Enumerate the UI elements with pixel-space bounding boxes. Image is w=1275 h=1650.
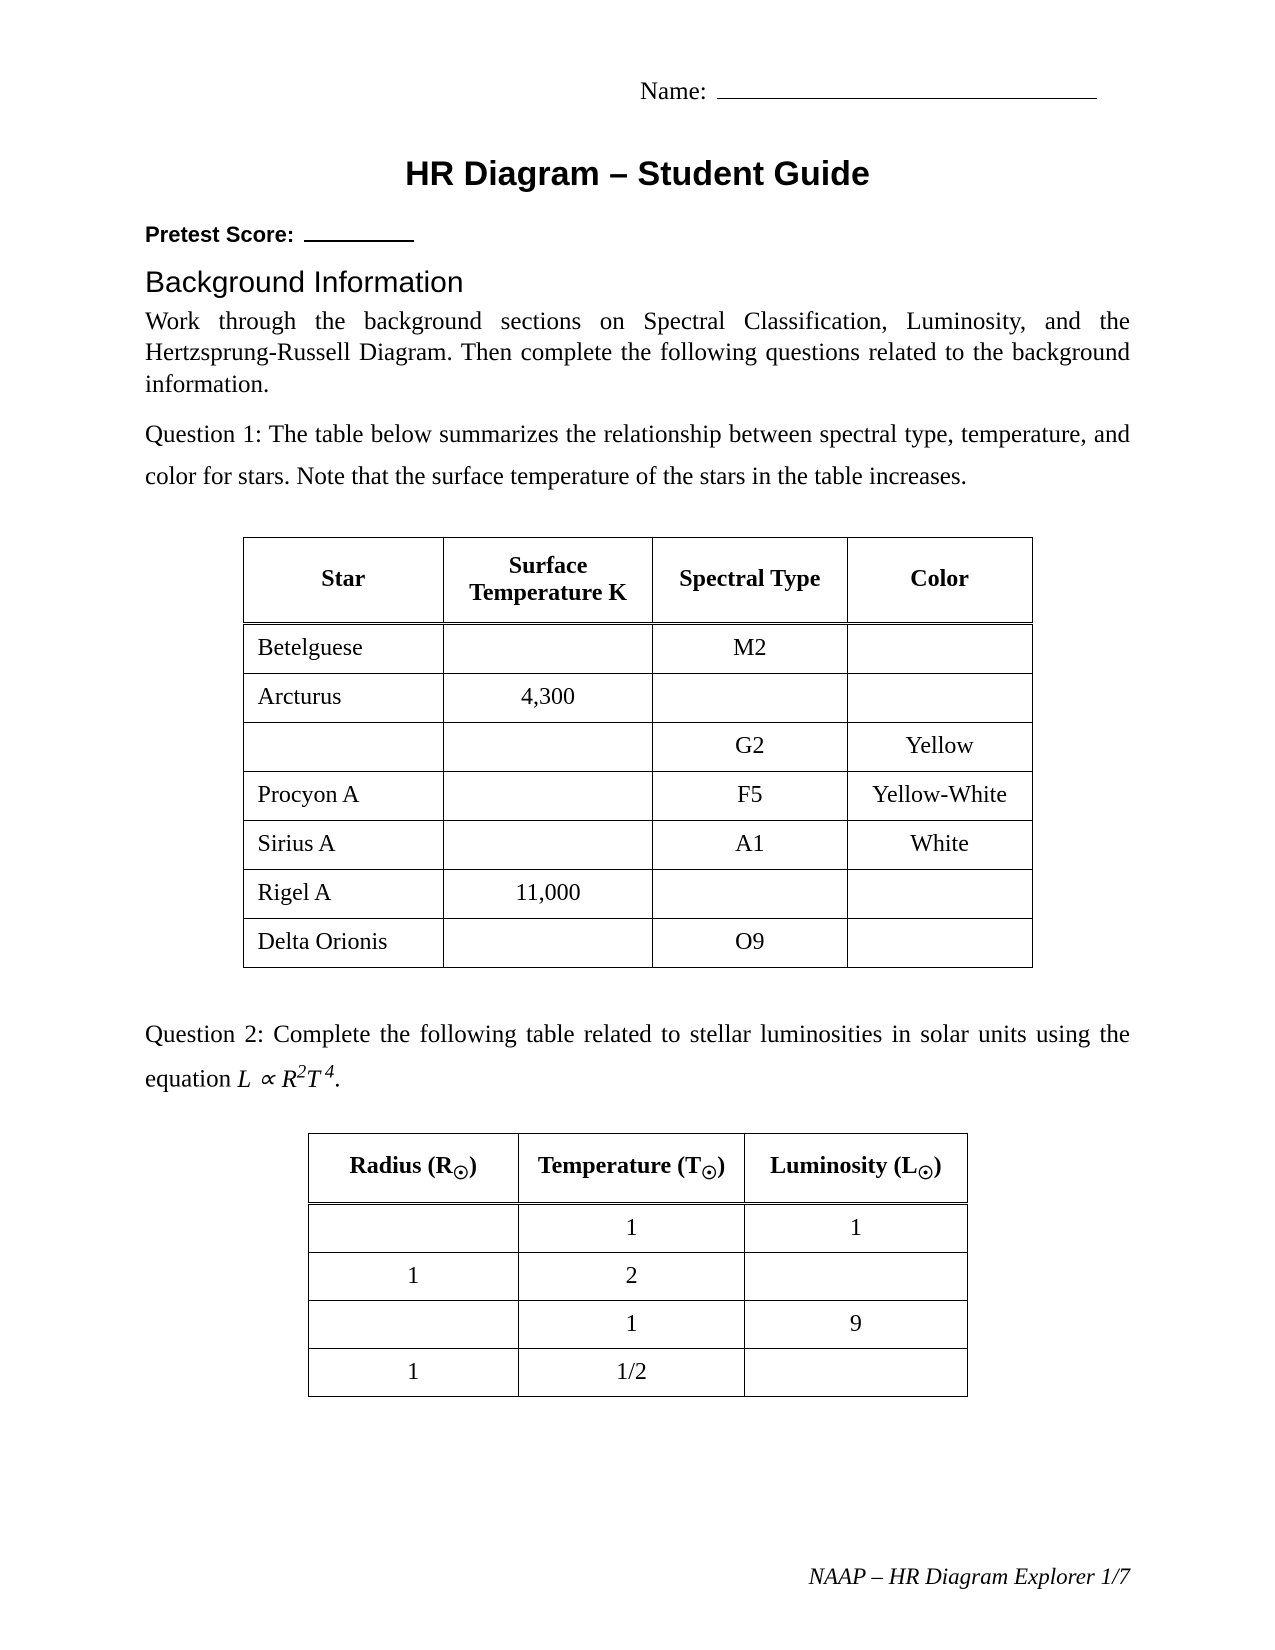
cell[interactable]: 2 <box>518 1253 744 1301</box>
question-1-text: Question 1: The table below summarizes t… <box>145 414 1130 499</box>
cell[interactable]: Arcturus <box>243 673 444 722</box>
name-label: Name: <box>640 78 707 105</box>
cell[interactable]: 1 <box>518 1301 744 1349</box>
page-footer: NAAP – HR Diagram Explorer 1/7 <box>809 1564 1130 1590</box>
cell[interactable] <box>243 722 444 771</box>
table-row: Star Surface Temperature K Spectral Type… <box>243 537 1032 623</box>
pretest-blank-line[interactable] <box>304 240 414 242</box>
question-2-text: Question 2: Complete the following table… <box>145 1014 1130 1101</box>
table-2-wrap: Radius (R☉) Temperature (T☉) Luminosity … <box>145 1121 1130 1417</box>
col-header-color: Color <box>847 537 1032 623</box>
cell[interactable] <box>444 722 653 771</box>
table-row: 1 2 <box>308 1253 967 1301</box>
cell[interactable]: 1 <box>518 1204 744 1253</box>
page: Name: HR Diagram – Student Guide Pretest… <box>0 0 1275 1650</box>
cell[interactable]: 1/2 <box>518 1349 744 1397</box>
pretest-label: Pretest Score: <box>145 222 294 247</box>
cell[interactable] <box>308 1204 518 1253</box>
col-header-star: Star <box>243 537 444 623</box>
col-header-temp-l1: Surface <box>509 553 588 579</box>
cell[interactable] <box>653 869 848 918</box>
col-header-temp: Surface Temperature K <box>444 537 653 623</box>
cell[interactable]: O9 <box>653 918 848 967</box>
background-paragraph: Work through the background sections on … <box>145 306 1130 400</box>
pretest-row: Pretest Score: <box>145 222 1130 248</box>
cell[interactable] <box>847 623 1032 673</box>
table-row: Arcturus 4,300 <box>243 673 1032 722</box>
table-row: Betelguese M2 <box>243 623 1032 673</box>
table-row: 1 1/2 <box>308 1349 967 1397</box>
table-row: Radius (R☉) Temperature (T☉) Luminosity … <box>308 1134 967 1204</box>
name-field-row: Name: <box>640 78 1097 106</box>
cell[interactable] <box>444 771 653 820</box>
cell[interactable]: 4,300 <box>444 673 653 722</box>
cell[interactable]: 1 <box>308 1253 518 1301</box>
cell[interactable] <box>444 623 653 673</box>
table-1-wrap: Star Surface Temperature K Spectral Type… <box>145 519 1130 1008</box>
cell[interactable] <box>847 869 1032 918</box>
table-row: Delta Orionis O9 <box>243 918 1032 967</box>
table-row: Sirius A A1 White <box>243 820 1032 869</box>
table-row: Rigel A 11,000 <box>243 869 1032 918</box>
cell[interactable] <box>745 1349 967 1397</box>
cell[interactable]: 1 <box>745 1204 967 1253</box>
col-header-spectral: Spectral Type <box>653 537 848 623</box>
cell[interactable]: F5 <box>653 771 848 820</box>
cell[interactable] <box>308 1301 518 1349</box>
table-row: G2 Yellow <box>243 722 1032 771</box>
cell[interactable] <box>745 1253 967 1301</box>
cell[interactable]: Delta Orionis <box>243 918 444 967</box>
col-header-temperature: Temperature (T☉) <box>518 1134 744 1204</box>
cell[interactable]: Yellow-White <box>847 771 1032 820</box>
cell[interactable]: White <box>847 820 1032 869</box>
cell[interactable]: M2 <box>653 623 848 673</box>
cell[interactable]: A1 <box>653 820 848 869</box>
cell[interactable] <box>847 673 1032 722</box>
cell[interactable]: Yellow <box>847 722 1032 771</box>
col-header-luminosity: Luminosity (L☉) <box>745 1134 967 1204</box>
cell[interactable] <box>444 820 653 869</box>
table-row: 1 1 <box>308 1204 967 1253</box>
cell[interactable] <box>444 918 653 967</box>
cell[interactable] <box>653 673 848 722</box>
cell[interactable]: Procyon A <box>243 771 444 820</box>
col-header-temp-l2: Temperature K <box>469 580 627 606</box>
cell[interactable] <box>847 918 1032 967</box>
cell[interactable]: 9 <box>745 1301 967 1349</box>
star-table: Star Surface Temperature K Spectral Type… <box>243 537 1033 968</box>
question-2-suffix: . <box>334 1066 340 1093</box>
table-row: 1 9 <box>308 1301 967 1349</box>
cell[interactable]: Betelguese <box>243 623 444 673</box>
cell[interactable]: 1 <box>308 1349 518 1397</box>
cell[interactable]: Rigel A <box>243 869 444 918</box>
cell[interactable]: Sirius A <box>243 820 444 869</box>
luminosity-table: Radius (R☉) Temperature (T☉) Luminosity … <box>308 1133 968 1397</box>
question-2-equation: L ∝ R2T 4 <box>237 1066 334 1093</box>
cell[interactable]: 11,000 <box>444 869 653 918</box>
name-blank-line[interactable] <box>717 98 1097 99</box>
cell[interactable]: G2 <box>653 722 848 771</box>
table-row: Procyon A F5 Yellow-White <box>243 771 1032 820</box>
section-heading: Background Information <box>145 266 1130 300</box>
col-header-radius: Radius (R☉) <box>308 1134 518 1204</box>
page-title: HR Diagram – Student Guide <box>145 155 1130 194</box>
